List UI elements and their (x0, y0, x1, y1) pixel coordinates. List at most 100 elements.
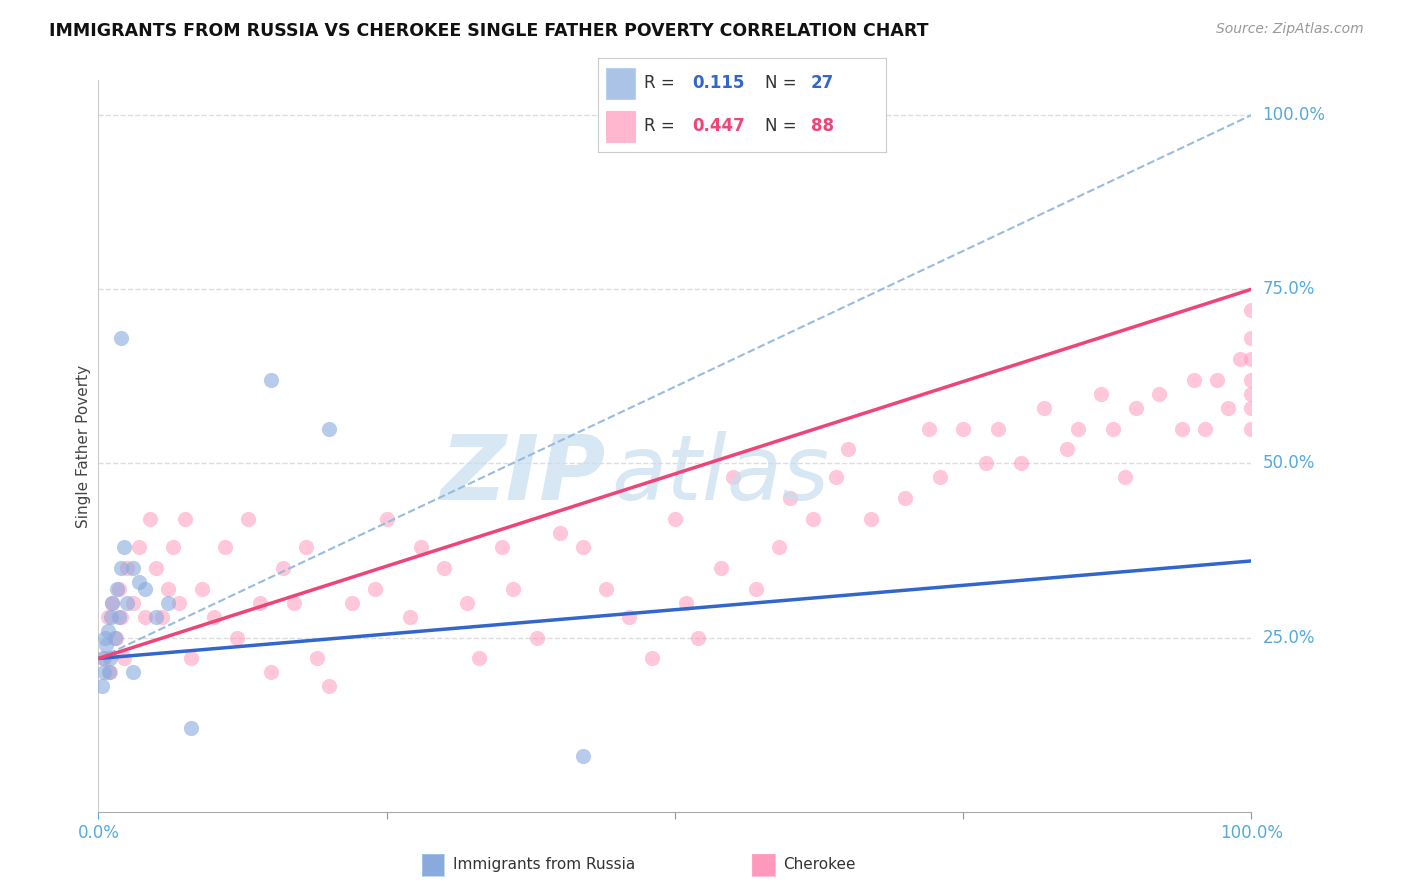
Point (502, 582, 524, 596)
Text: 75.0%: 75.0% (1263, 280, 1315, 298)
Point (641, 651, 664, 665)
Text: Immigrants from Russia: Immigrants from Russia (453, 857, 636, 871)
Point (150, 609, 173, 624)
Point (1240, 401, 1263, 415)
Point (617, 609, 640, 624)
Point (260, 665, 283, 680)
Point (548, 526, 571, 541)
Point (744, 582, 766, 596)
Y-axis label: Single Father Poverty: Single Father Poverty (76, 365, 91, 527)
Point (122, 665, 145, 680)
Point (134, 609, 156, 624)
Point (318, 421, 340, 435)
Point (952, 421, 974, 435)
Point (526, 631, 548, 645)
Point (721, 470, 744, 484)
Point (1194, 421, 1216, 435)
Point (801, 512, 824, 526)
Point (110, 609, 132, 624)
Point (117, 596, 139, 610)
Point (768, 540, 790, 554)
Point (859, 512, 882, 526)
Point (1090, 386, 1112, 401)
Point (1229, 351, 1251, 366)
Text: 0.115: 0.115 (693, 74, 745, 92)
Point (1240, 331, 1263, 345)
Point (97, 665, 120, 680)
Point (112, 540, 135, 554)
Point (110, 561, 132, 575)
Point (456, 596, 478, 610)
Point (145, 609, 167, 624)
Point (1240, 351, 1263, 366)
Text: R =: R = (644, 118, 679, 136)
Point (340, 596, 363, 610)
Point (1114, 470, 1136, 484)
Text: N =: N = (765, 118, 801, 136)
Point (180, 721, 202, 735)
Point (104, 631, 127, 645)
Point (112, 651, 135, 665)
Point (837, 442, 859, 457)
Point (156, 596, 179, 610)
Text: 0.447: 0.447 (693, 118, 745, 136)
Point (249, 596, 271, 610)
Point (156, 582, 179, 596)
Point (145, 561, 167, 575)
Point (105, 582, 128, 596)
Point (894, 491, 917, 506)
Text: Cherokee: Cherokee (783, 857, 856, 871)
Point (139, 512, 162, 526)
Point (1067, 421, 1090, 435)
Point (595, 582, 617, 596)
Point (974, 457, 997, 471)
Point (1240, 373, 1263, 387)
Point (364, 582, 387, 596)
Point (128, 540, 150, 554)
Point (1205, 373, 1227, 387)
Point (1240, 303, 1263, 318)
Point (375, 512, 398, 526)
Point (571, 540, 593, 554)
Point (271, 561, 294, 575)
Point (108, 609, 131, 624)
Point (162, 540, 184, 554)
Point (398, 609, 420, 624)
Point (90, 679, 112, 693)
Point (1240, 386, 1263, 401)
Text: N =: N = (765, 74, 801, 92)
Point (318, 679, 340, 693)
Text: 50.0%: 50.0% (1263, 454, 1315, 473)
Text: 100.0%: 100.0% (1263, 106, 1326, 124)
Point (98, 651, 121, 665)
Point (108, 582, 131, 596)
Point (1240, 421, 1263, 435)
Point (93, 651, 115, 665)
Text: R =: R = (644, 74, 679, 92)
FancyBboxPatch shape (606, 112, 636, 142)
Point (260, 373, 283, 387)
Point (571, 749, 593, 764)
Point (1032, 401, 1054, 415)
Point (110, 331, 132, 345)
Point (686, 631, 709, 645)
Point (1010, 457, 1032, 471)
Point (214, 540, 236, 554)
Point (93, 665, 115, 680)
Point (167, 596, 190, 610)
Point (468, 651, 491, 665)
Point (1218, 401, 1240, 415)
Point (433, 561, 456, 575)
Point (675, 596, 697, 610)
Point (101, 596, 124, 610)
Point (1102, 421, 1125, 435)
Point (101, 596, 124, 610)
Point (1056, 442, 1078, 457)
Point (664, 512, 686, 526)
Point (929, 470, 952, 484)
Point (1125, 401, 1147, 415)
Point (97, 624, 120, 638)
Point (987, 421, 1010, 435)
Point (295, 540, 318, 554)
Point (411, 540, 433, 554)
